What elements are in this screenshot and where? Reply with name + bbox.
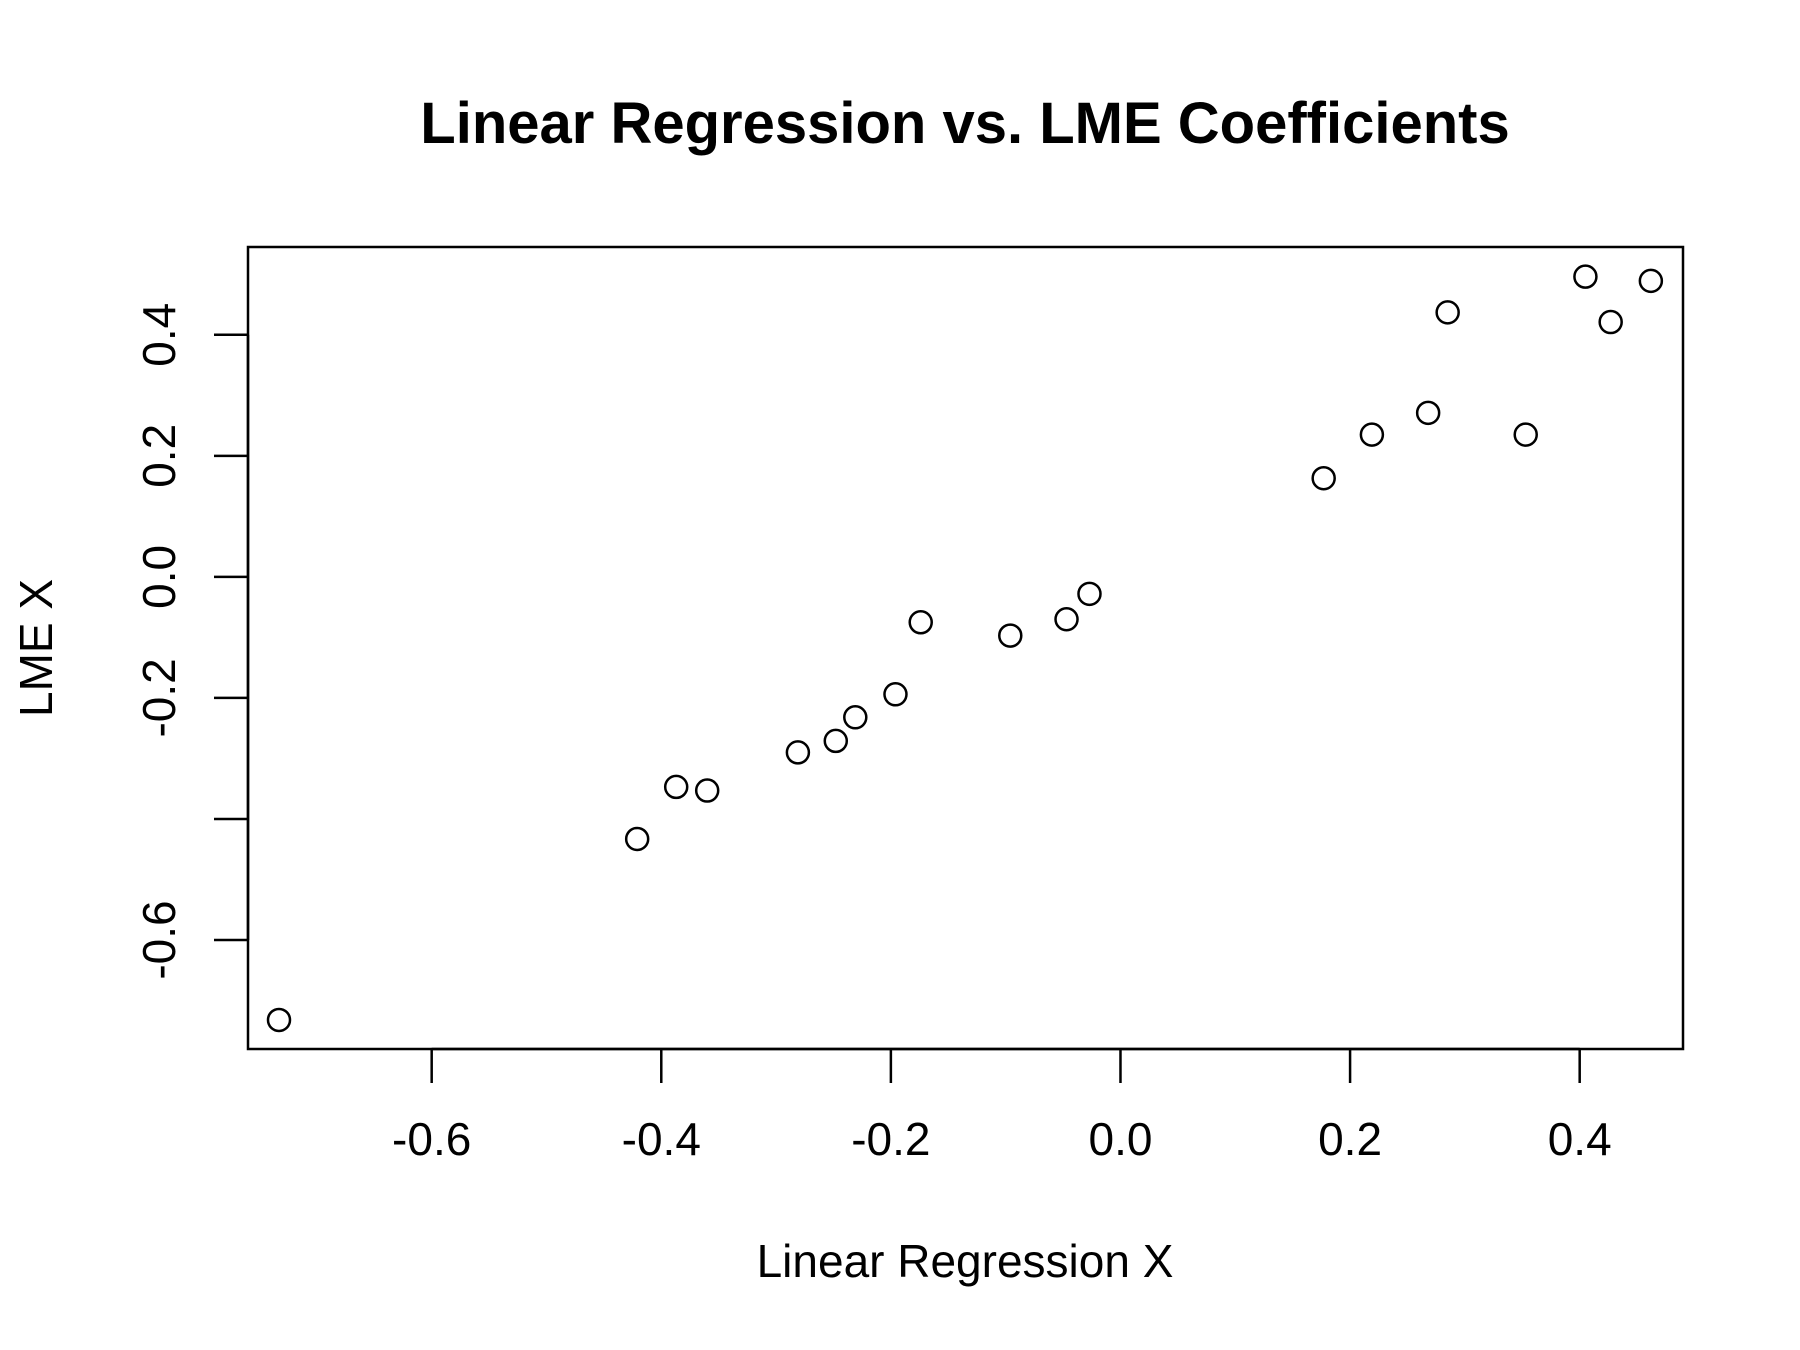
y-axis: -0.6 -0.2 0.0 0.2 0.4 [133, 303, 250, 980]
data-point [1359, 422, 1385, 447]
y-tick-label: -0.6 [133, 900, 185, 979]
data-point [843, 705, 868, 730]
data-point [1573, 264, 1598, 289]
x-tick-label: 0.4 [1548, 1113, 1612, 1165]
data-point [1311, 465, 1336, 491]
data-point [1415, 400, 1441, 426]
data-point [663, 774, 689, 800]
data-point [1054, 606, 1079, 632]
data-point [694, 778, 720, 803]
data-point [1638, 268, 1664, 294]
y-tick-label: 0.0 [133, 545, 185, 609]
y-tick-label: 0.2 [133, 424, 185, 488]
data-point [908, 610, 933, 635]
data-point [1435, 300, 1460, 325]
data-point [266, 1007, 292, 1033]
x-tick-label: -0.2 [851, 1113, 930, 1165]
y-tick-label: 0.4 [133, 303, 185, 367]
data-point [1513, 422, 1538, 447]
y-axis-label: LME X [10, 579, 62, 717]
chart-title: Linear Regression vs. LME Coefficients [420, 91, 1509, 156]
x-tick-label: -0.6 [392, 1113, 471, 1165]
data-point [823, 728, 849, 754]
data-point [1598, 309, 1623, 335]
data-points [266, 264, 1664, 1033]
x-tick-label: 0.2 [1318, 1113, 1382, 1165]
data-point [624, 826, 650, 852]
x-tick-label: -0.4 [622, 1113, 701, 1165]
data-point [883, 682, 908, 707]
data-point [998, 623, 1023, 648]
y-tick-label: -0.2 [133, 658, 185, 737]
x-axis: -0.6 -0.4 -0.2 0.0 0.2 0.4 [392, 1047, 1612, 1165]
plot-frame [246, 245, 1685, 1051]
data-point [1077, 581, 1102, 607]
x-axis-label: Linear Regression X [757, 1235, 1174, 1287]
data-point [785, 740, 811, 765]
x-tick-label: 0.0 [1089, 1113, 1153, 1165]
